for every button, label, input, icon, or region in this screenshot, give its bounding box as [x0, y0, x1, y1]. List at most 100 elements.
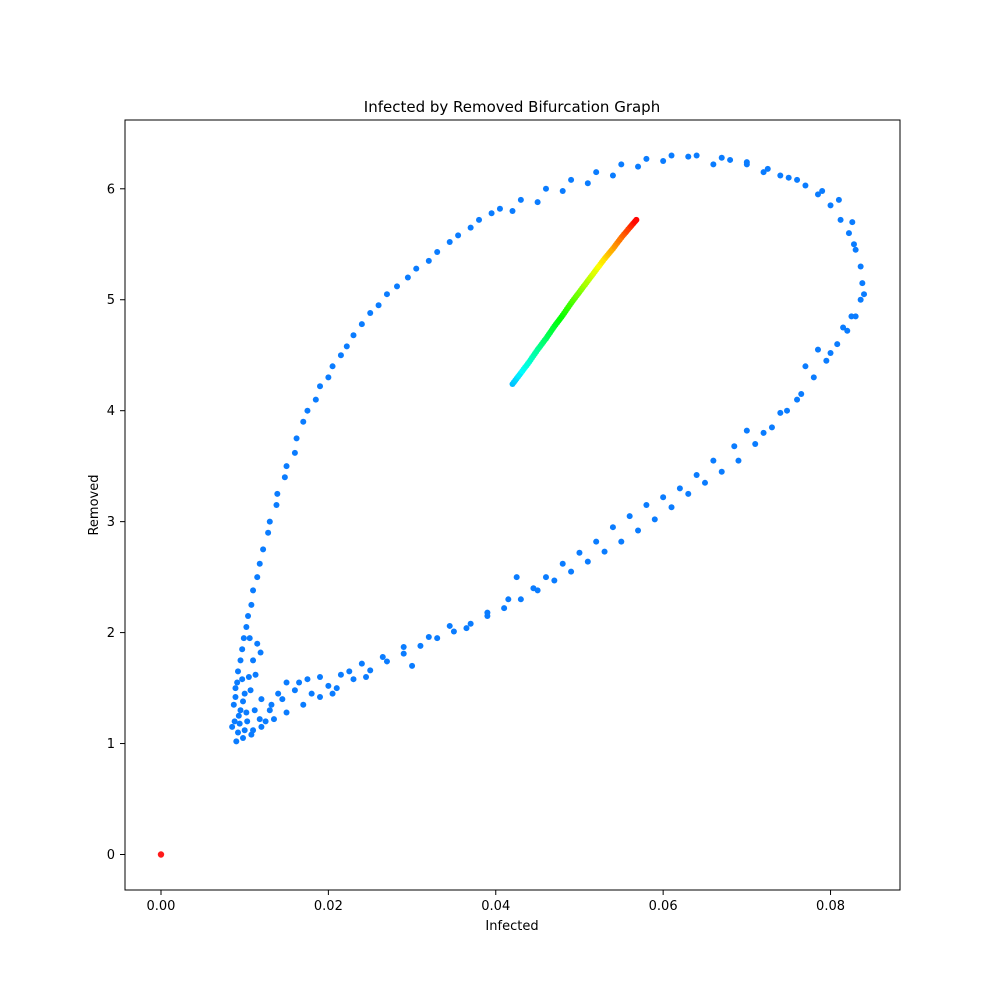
- data-point: [248, 601, 255, 608]
- data-point: [693, 472, 700, 479]
- data-point: [234, 679, 241, 686]
- data-point: [718, 468, 725, 475]
- data-point: [234, 729, 241, 736]
- data-point: [283, 679, 290, 686]
- data-point: [568, 176, 575, 183]
- y-tick-label: 1: [107, 737, 115, 752]
- data-point: [258, 723, 265, 730]
- data-point: [593, 538, 600, 545]
- data-point: [626, 513, 633, 520]
- data-point: [283, 709, 290, 716]
- data-point: [434, 635, 441, 642]
- data-point: [857, 296, 864, 303]
- data-point: [257, 649, 264, 656]
- data-point: [850, 241, 857, 248]
- data-point: [250, 657, 257, 664]
- data-point: [827, 202, 834, 209]
- data-point: [743, 427, 750, 434]
- data-point: [237, 657, 244, 664]
- data-point: [250, 587, 257, 594]
- data-point: [254, 574, 261, 581]
- data-point: [731, 443, 738, 450]
- data-point: [777, 409, 784, 416]
- data-point: [509, 207, 516, 214]
- data-point: [417, 642, 424, 649]
- data-point: [375, 302, 382, 309]
- data-point: [266, 518, 273, 525]
- data-point: [635, 163, 642, 170]
- data-point: [685, 490, 692, 497]
- data-point: [230, 701, 237, 708]
- data-point: [333, 685, 340, 692]
- data-point: [777, 172, 784, 179]
- data-point: [551, 577, 558, 584]
- data-point: [279, 696, 286, 703]
- data-point: [760, 169, 767, 176]
- data-point: [296, 679, 303, 686]
- data-point: [517, 196, 524, 203]
- data-point: [810, 374, 817, 381]
- data-point: [268, 701, 275, 708]
- data-point: [584, 180, 591, 187]
- data-point: [857, 263, 864, 270]
- x-tick-label: 0.04: [481, 899, 510, 914]
- data-point: [229, 723, 236, 730]
- data-point: [463, 625, 470, 632]
- data-point: [834, 341, 841, 348]
- data-point: [241, 690, 248, 697]
- data-point: [584, 558, 591, 565]
- data-point: [601, 548, 608, 555]
- data-point: [413, 265, 420, 272]
- data-point: [710, 161, 717, 168]
- data-point: [404, 274, 411, 281]
- plot-frame: [124, 119, 901, 891]
- data-point: [241, 727, 248, 734]
- data-point: [265, 529, 272, 536]
- data-point: [270, 716, 277, 723]
- data-point: [643, 502, 650, 508]
- data-point: [237, 707, 244, 714]
- data-point: [823, 357, 830, 364]
- data-point: [358, 321, 365, 328]
- data-point: [618, 538, 625, 545]
- data-point: [643, 155, 650, 162]
- data-point: [325, 374, 332, 381]
- data-point: [542, 574, 549, 581]
- data-point: [559, 188, 566, 195]
- data-point: [245, 612, 252, 619]
- data-point: [852, 246, 859, 253]
- x-axis-ticks: 0.00 0.02 0.04 0.06 0.08: [147, 890, 845, 914]
- data-point: [618, 161, 625, 168]
- data-point: [752, 440, 759, 447]
- data-point: [317, 673, 324, 680]
- data-point: [231, 718, 238, 725]
- points-layer: [157, 152, 868, 858]
- data-point: [710, 457, 717, 464]
- data-point: [317, 383, 324, 390]
- data-point: [258, 696, 265, 703]
- data-point: [446, 622, 453, 629]
- data-point: [329, 690, 336, 697]
- data-point: [247, 687, 254, 694]
- data-point: [484, 609, 491, 616]
- data-point: [852, 313, 859, 320]
- data-point: [668, 152, 675, 159]
- data-point: [383, 658, 390, 665]
- data-point: [251, 707, 258, 714]
- data-point: [814, 346, 821, 353]
- data-point: [635, 527, 642, 534]
- data-point: [235, 712, 242, 719]
- data-point: [239, 676, 246, 683]
- data-point: [727, 156, 734, 163]
- data-point: [785, 174, 792, 181]
- data-point: [476, 216, 483, 223]
- data-point: [676, 485, 683, 492]
- data-point: [861, 291, 868, 298]
- data-point: [455, 232, 462, 239]
- data-point: [802, 363, 809, 370]
- data-point: [735, 457, 742, 464]
- data-point: [240, 735, 247, 741]
- data-point: [814, 191, 821, 198]
- x-axis-label: Infected: [485, 919, 538, 934]
- data-point: [609, 172, 616, 179]
